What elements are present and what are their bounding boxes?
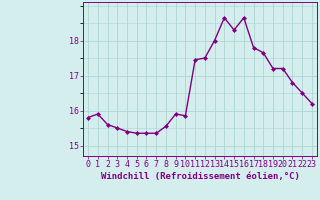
X-axis label: Windchill (Refroidissement éolien,°C): Windchill (Refroidissement éolien,°C) bbox=[100, 172, 300, 181]
